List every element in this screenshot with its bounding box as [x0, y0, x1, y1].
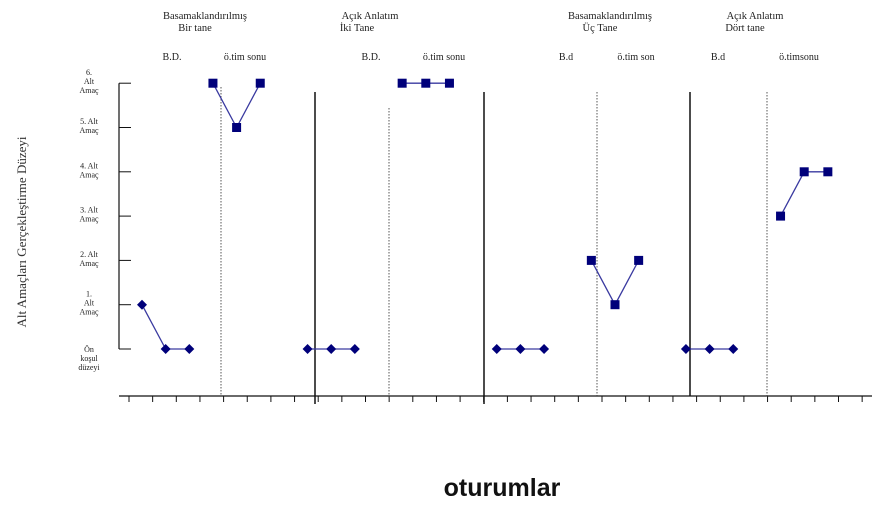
- phase-labels: B.D. ö.tim sonu B.D. ö.tim sonu B.d ö.ti…: [163, 52, 819, 63]
- phase-label-post-4: ö.timsonu: [779, 52, 819, 63]
- data-point-diamond: [137, 299, 147, 310]
- phase-label-baseline-1: B.D.: [163, 52, 182, 63]
- data-point-square: [799, 167, 809, 177]
- y-axis-label: Alt Amaçları Gerçekleştirme Düzeyi: [14, 136, 29, 327]
- data-point-square: [776, 211, 786, 221]
- y-tick-label: 1.: [86, 290, 92, 299]
- data-point-square: [823, 167, 833, 177]
- phase-divider-lines: [220, 87, 768, 404]
- phase-label-post-1: ö.tim sonu: [224, 52, 266, 63]
- y-tick-label: düzeyi: [78, 363, 100, 372]
- y-tick-label: Amaç: [79, 170, 99, 179]
- y-tick-label: 2. Alt: [80, 250, 99, 259]
- data-point-square: [397, 78, 407, 88]
- data-point-diamond: [184, 344, 195, 354]
- goal-3-title-line1: Basamaklandırılmış: [568, 11, 652, 22]
- data-series: [137, 78, 833, 354]
- data-point-diamond: [302, 344, 313, 354]
- data-point-square: [208, 78, 218, 88]
- goal-2-title-line1: Açık Anlatım: [342, 11, 399, 22]
- y-tick-label: Amaç: [79, 86, 99, 95]
- data-point-diamond: [515, 344, 526, 354]
- y-tick-label: Amaç: [79, 259, 99, 268]
- goal-titles: Basamaklandırılmış Bir tane Açık Anlatım…: [163, 11, 783, 34]
- phase-label-post-2: ö.tim sonu: [423, 52, 465, 63]
- data-point-diamond: [704, 344, 715, 354]
- goal-1-title-line2: Bir tane: [178, 23, 212, 34]
- series-line: [212, 82, 261, 129]
- goal-3-title-line2: Üç Tane: [583, 22, 618, 34]
- goal-4-title-line2: Dört tane: [725, 23, 765, 34]
- series-line: [141, 304, 190, 350]
- data-point-square: [586, 255, 596, 265]
- y-tick-label: Alt: [84, 77, 95, 86]
- y-tick-label: koşul: [80, 354, 98, 363]
- data-point-square: [255, 78, 265, 88]
- series-line: [590, 260, 640, 307]
- data-point-diamond: [539, 344, 550, 354]
- data-point-diamond: [491, 344, 502, 354]
- phase-label-baseline-2: B.D.: [362, 52, 381, 63]
- phase-label-post-3: ö.tim son: [617, 52, 654, 63]
- y-tick-label: Amaç: [79, 308, 99, 317]
- goal-4-title-line1: Açık Anlatım: [727, 11, 784, 22]
- data-point-diamond: [160, 344, 171, 354]
- data-point-diamond: [326, 344, 337, 354]
- x-axis: [119, 395, 872, 402]
- goal-2-title-line2: İki Tane: [340, 22, 375, 34]
- series-line: [779, 171, 828, 217]
- y-tick-label: Amaç: [79, 126, 99, 135]
- data-point-square: [610, 300, 620, 310]
- data-point-square: [634, 255, 644, 265]
- y-tick-label: 5. Alt: [80, 117, 99, 126]
- data-point-diamond: [728, 344, 739, 354]
- data-point-square: [444, 78, 454, 88]
- x-axis-label: oturumlar: [444, 474, 561, 502]
- y-tick-label: Ön: [84, 345, 94, 354]
- y-tick-label: 3. Alt: [80, 206, 99, 215]
- data-point-square: [232, 123, 242, 132]
- data-point-square: [421, 78, 431, 88]
- y-tick-label: 6.: [86, 68, 92, 77]
- y-tick-label: 4. Alt: [80, 161, 99, 170]
- y-tick-label: Alt: [84, 299, 95, 308]
- goal-1-title-line1: Basamaklandırılmış: [163, 11, 247, 22]
- data-point-diamond: [680, 344, 691, 354]
- phase-label-baseline-4: B.d: [711, 52, 725, 63]
- y-tick-label: Amaç: [79, 215, 99, 224]
- phase-label-baseline-3: B.d: [559, 52, 573, 63]
- data-point-diamond: [349, 344, 360, 354]
